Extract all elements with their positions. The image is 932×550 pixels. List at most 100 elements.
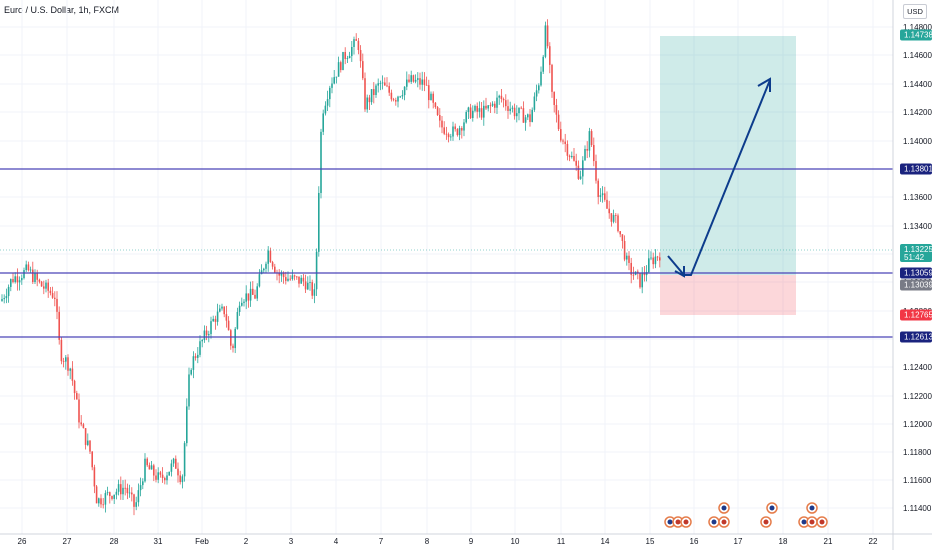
price-tag (900, 331, 932, 343)
candle-body (82, 424, 85, 429)
candle-body (628, 255, 630, 263)
candle-body (606, 199, 608, 209)
candle-body (199, 341, 201, 355)
candle-body (335, 76, 338, 78)
candle-body (507, 106, 509, 111)
symbol-title[interactable]: Euro / U.S. Dollar, 1h, FXCM (4, 5, 120, 15)
candle-body (509, 108, 511, 111)
candle-body (58, 311, 60, 340)
candle-body (159, 472, 162, 475)
candle-body (183, 443, 186, 477)
candle-body (505, 100, 507, 107)
candle-body (223, 306, 225, 315)
profit-zone[interactable] (660, 36, 796, 275)
candle-body (331, 83, 333, 88)
candle-body (212, 318, 214, 322)
candle-body (120, 484, 122, 495)
price-tick-label: 1.13400 (903, 222, 932, 231)
event-flag-icon[interactable] (680, 516, 692, 528)
candle-body (434, 102, 437, 108)
event-flag-icon[interactable] (816, 516, 828, 528)
candle-body (384, 82, 386, 86)
candle-body (131, 492, 133, 495)
candle-body (632, 274, 635, 276)
time-tick-label: 28 (110, 537, 119, 546)
candle-body (146, 458, 148, 466)
candle-body (577, 165, 580, 179)
stop-zone[interactable] (660, 275, 796, 315)
candle-body (80, 422, 82, 425)
candle-body (170, 463, 173, 472)
candle-body (348, 56, 351, 59)
candle-body (322, 113, 324, 132)
candle-body (351, 46, 353, 57)
candle-body (126, 487, 129, 494)
event-flag-icon[interactable] (718, 516, 730, 528)
event-flag-icon[interactable] (766, 502, 778, 514)
grid (0, 0, 893, 534)
economic-events[interactable] (664, 502, 828, 528)
candle-body (546, 25, 549, 47)
candle-body (637, 271, 639, 273)
candle-body (243, 301, 245, 303)
candle-body (91, 451, 93, 468)
candle-body (5, 296, 8, 299)
event-flag-icon[interactable] (718, 502, 730, 514)
candle-body (203, 330, 206, 341)
price-tick-label: 1.14200 (903, 108, 932, 117)
time-tick-label: 9 (469, 537, 474, 546)
candle-body (566, 143, 569, 156)
candle-body (575, 160, 577, 166)
candle-body (315, 251, 318, 290)
candle-body (168, 471, 170, 476)
candle-body (73, 380, 76, 394)
candle-body (29, 269, 32, 271)
candle-body (164, 478, 166, 481)
currency-button[interactable]: USD (903, 4, 927, 19)
candle-body (98, 498, 100, 504)
candle-body (465, 111, 467, 123)
candle-body (593, 145, 595, 162)
event-flag-icon[interactable] (806, 502, 818, 514)
event-flag-icon[interactable] (708, 516, 720, 528)
bar-countdown: 51:42 (904, 253, 925, 262)
candle-body (502, 98, 505, 101)
candle-body (590, 131, 593, 146)
candle-body (62, 361, 65, 362)
candle-body (608, 208, 610, 214)
candle-body (597, 180, 599, 197)
event-flag-icon[interactable] (760, 516, 772, 528)
candle-body (430, 93, 432, 101)
price-tag-value: 1.14738 (904, 31, 932, 40)
price-tick-label: 1.11600 (903, 476, 932, 485)
time-tick-label: 4 (334, 537, 339, 546)
candle-body (406, 79, 408, 87)
candle-body (472, 110, 474, 119)
candle-body (557, 114, 560, 130)
candle-body (454, 126, 456, 130)
candle-body (34, 273, 36, 282)
candle-body (386, 85, 388, 87)
event-flag-icon[interactable] (806, 516, 818, 528)
candle-body (456, 129, 459, 136)
candle-body (7, 286, 10, 297)
candle-body (40, 281, 43, 287)
candle-body (408, 79, 410, 82)
candle-body (32, 269, 34, 282)
candle-body (274, 266, 276, 273)
candle-body (27, 264, 30, 271)
time-axis[interactable]: 26 27 28 31 Feb 2 3 4 7 8 9 10 11 14 15 16 17 18 21 22 (0, 533, 932, 546)
candle-body (370, 89, 373, 103)
candle-body (298, 276, 300, 284)
candle-body (513, 107, 516, 117)
candle-body (601, 193, 604, 196)
candle-body (216, 311, 219, 322)
candle-body (474, 105, 476, 111)
candle-body (56, 298, 58, 312)
candle-body (340, 62, 342, 71)
candle-body (87, 440, 89, 445)
candle-body (540, 71, 542, 86)
forecast-arrows[interactable] (667, 77, 771, 278)
candle-body (269, 250, 272, 263)
